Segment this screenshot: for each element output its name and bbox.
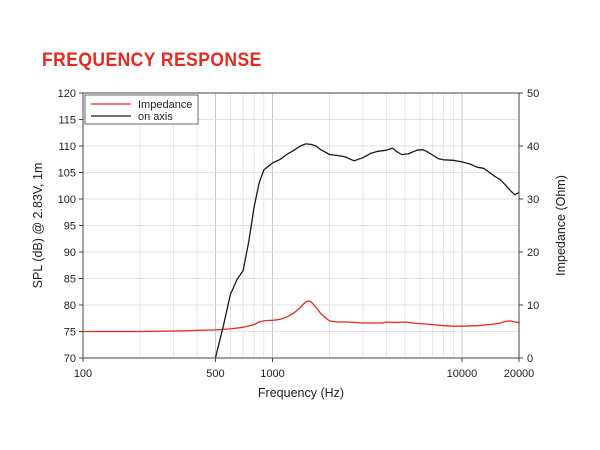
left-axis-ticks: 70 75 80 85 90 95 100 105 110 115 120 bbox=[58, 88, 83, 365]
legend: Impedance on axis bbox=[84, 94, 199, 125]
y2-tick-label: 20 bbox=[527, 247, 539, 259]
x-tick-label: 20000 bbox=[504, 368, 535, 380]
y-tick-label: 120 bbox=[58, 88, 76, 100]
y-tick-label: 90 bbox=[64, 247, 76, 259]
series-line-impedance bbox=[82, 300, 520, 333]
series-line-on-axis bbox=[214, 143, 520, 359]
legend-label-impedance: Impedance bbox=[138, 99, 192, 111]
x-tick-label: 10000 bbox=[447, 368, 478, 380]
y2-tick-label: 0 bbox=[527, 353, 533, 365]
legend-label-on-axis: on axis bbox=[138, 111, 173, 123]
y-tick-label: 110 bbox=[58, 141, 76, 153]
y-tick-label: 80 bbox=[64, 300, 76, 312]
y-tick-label: 105 bbox=[58, 168, 76, 180]
y-tick-label: 95 bbox=[64, 221, 76, 233]
y2-tick-label: 40 bbox=[527, 141, 539, 153]
x-tick-label: 100 bbox=[74, 368, 92, 380]
series-layer bbox=[82, 143, 520, 359]
y-tick-label: 85 bbox=[64, 274, 76, 286]
y2-tick-label: 50 bbox=[527, 88, 539, 100]
y-tick-label: 75 bbox=[64, 327, 76, 339]
y-tick-label: 115 bbox=[58, 115, 76, 127]
x-axis-ticks: 100 500 1000 10000 20000 bbox=[74, 358, 534, 380]
x-tick-label: 1000 bbox=[260, 368, 284, 380]
y2-tick-label: 30 bbox=[527, 194, 539, 206]
y-axis-label: SPL (dB) @ 2.83V, 1m bbox=[31, 163, 45, 289]
y2-axis-label: Impedance (Ohm) bbox=[554, 175, 568, 276]
right-axis-ticks: 0 10 20 30 40 50 bbox=[519, 88, 539, 365]
y-tick-label: 100 bbox=[58, 194, 76, 206]
y2-tick-label: 10 bbox=[527, 300, 539, 312]
x-axis-label: Frequency (Hz) bbox=[258, 386, 344, 400]
page-title: FREQUENCY RESPONSE bbox=[42, 50, 262, 71]
y-tick-label: 70 bbox=[64, 353, 76, 365]
major-gridlines bbox=[83, 93, 519, 358]
legend-box bbox=[84, 94, 199, 125]
x-tick-label: 500 bbox=[206, 368, 224, 380]
